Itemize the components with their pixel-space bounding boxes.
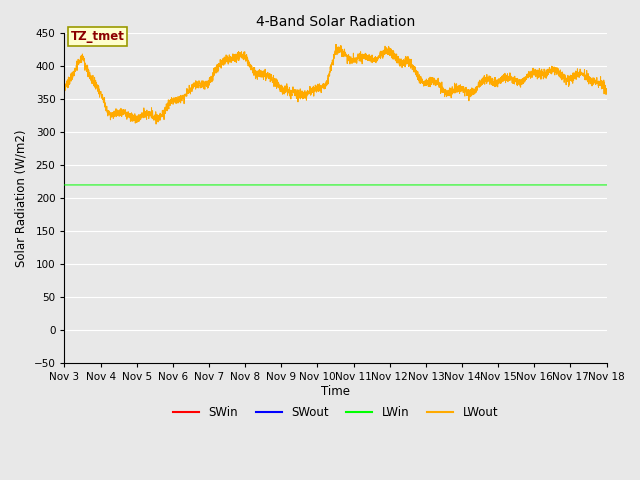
- X-axis label: Time: Time: [321, 385, 350, 398]
- Text: TZ_tmet: TZ_tmet: [70, 30, 124, 43]
- Y-axis label: Solar Radiation (W/m2): Solar Radiation (W/m2): [15, 130, 28, 267]
- Title: 4-Band Solar Radiation: 4-Band Solar Radiation: [256, 15, 415, 29]
- Legend: SWin, SWout, LWin, LWout: SWin, SWout, LWin, LWout: [168, 401, 503, 423]
